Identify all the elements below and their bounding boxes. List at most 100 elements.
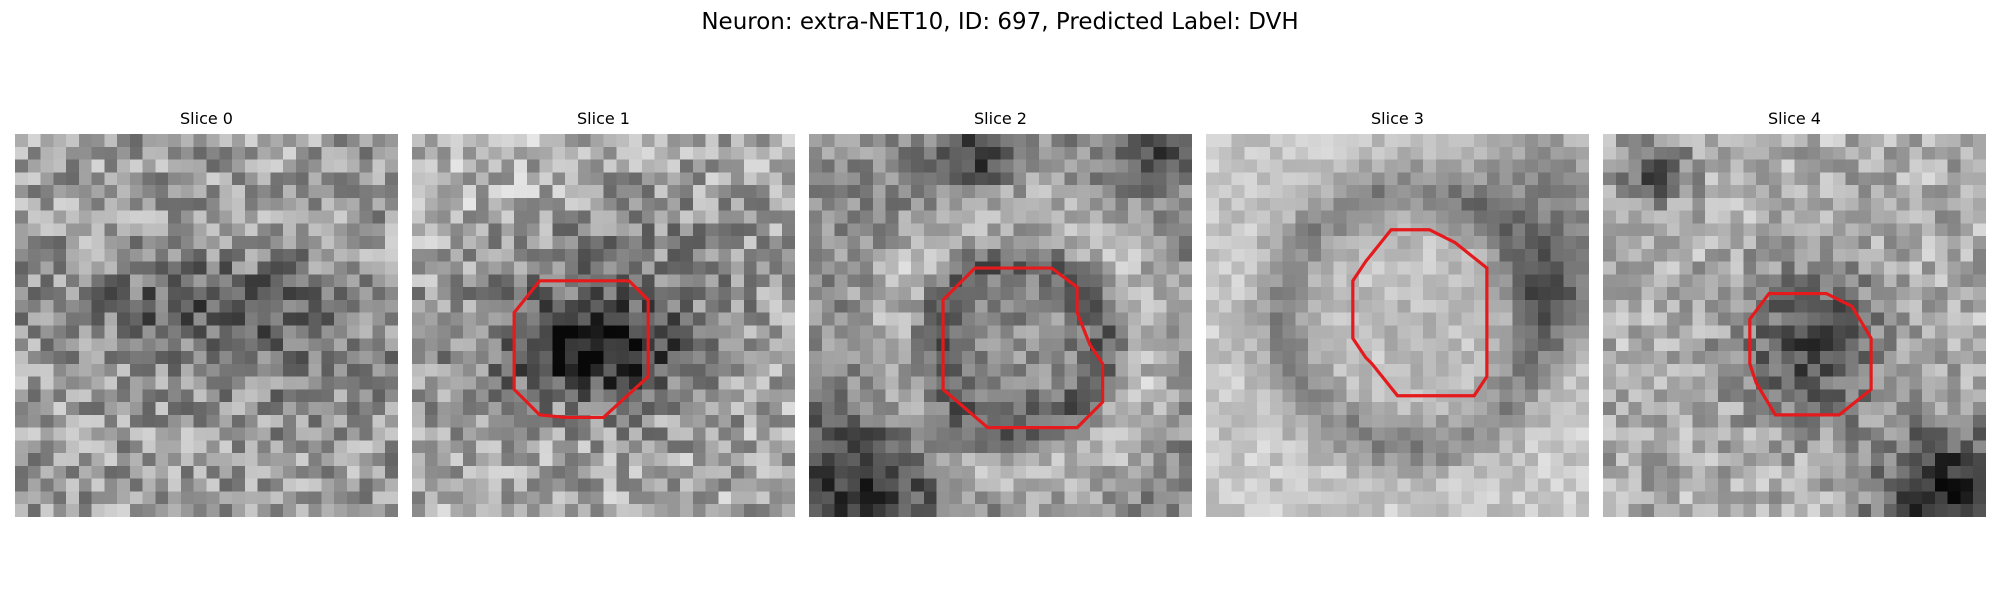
pixel — [1576, 363, 1589, 377]
pixel — [1269, 453, 1283, 467]
pixel — [1218, 351, 1232, 365]
pixel — [974, 248, 988, 262]
pixel — [1537, 402, 1551, 416]
pixel — [1832, 389, 1846, 403]
pixel — [1934, 172, 1948, 186]
pixel — [1474, 440, 1488, 454]
pixel — [680, 465, 694, 479]
pixel — [270, 172, 284, 186]
pixel — [1166, 402, 1180, 416]
pixel — [1206, 363, 1220, 377]
pixel — [641, 478, 655, 492]
pixel — [501, 185, 515, 199]
pixel — [1269, 427, 1283, 441]
pixel — [526, 351, 540, 365]
pixel — [1269, 491, 1283, 505]
pixel — [1166, 338, 1180, 352]
pixel — [219, 491, 233, 505]
pixel — [1628, 287, 1642, 301]
pixel — [1038, 312, 1052, 326]
pixel — [180, 287, 194, 301]
pixel — [1717, 236, 1731, 250]
pixel — [104, 299, 118, 313]
pixel — [193, 478, 207, 492]
pixel — [308, 236, 322, 250]
pixel — [1550, 223, 1564, 237]
pixel — [603, 197, 617, 211]
pixel — [257, 236, 271, 250]
pixel — [501, 261, 515, 275]
pixel — [1883, 414, 1897, 428]
pixel — [1206, 185, 1220, 199]
pixel — [346, 363, 360, 377]
pixel — [66, 236, 80, 250]
pixel — [1000, 274, 1014, 288]
pixel — [1960, 402, 1974, 416]
pixel — [321, 376, 335, 390]
slice-image-4 — [1603, 134, 1986, 517]
pixel — [834, 134, 848, 148]
pixel — [1269, 478, 1283, 492]
pixel — [283, 185, 297, 199]
pixel — [577, 236, 591, 250]
pixel — [987, 172, 1001, 186]
pixel — [53, 248, 67, 262]
pixel — [1628, 223, 1642, 237]
pixel — [1461, 312, 1475, 326]
pixel — [885, 440, 899, 454]
pixel — [705, 274, 719, 288]
pixel — [1947, 299, 1961, 313]
pixel — [1397, 287, 1411, 301]
pixel — [1371, 146, 1385, 160]
pixel — [385, 504, 398, 517]
pixel — [552, 287, 566, 301]
pixel — [1397, 185, 1411, 199]
pixel — [346, 172, 360, 186]
pixel — [1384, 504, 1398, 517]
pixel — [385, 236, 398, 250]
pixel — [1871, 376, 1885, 390]
pixel — [1179, 504, 1192, 517]
pixel — [1525, 236, 1539, 250]
pixel — [1474, 134, 1488, 148]
pixel — [1641, 172, 1655, 186]
pixel — [66, 427, 80, 441]
pixel — [1512, 159, 1526, 173]
pixel — [1654, 351, 1668, 365]
pixel — [539, 159, 553, 173]
pixel — [1140, 210, 1154, 224]
pixel — [731, 146, 745, 160]
pixel — [66, 465, 80, 479]
pixel — [168, 440, 182, 454]
pixel — [91, 491, 105, 505]
pixel — [488, 402, 502, 416]
pixel — [949, 312, 963, 326]
pixel — [334, 465, 348, 479]
pixel — [168, 325, 182, 339]
pixel — [603, 287, 617, 301]
pixel — [1077, 159, 1091, 173]
pixel — [334, 453, 348, 467]
pixel — [1947, 325, 1961, 339]
pixel — [206, 491, 220, 505]
pixel — [705, 172, 719, 186]
pixel — [1359, 389, 1373, 403]
pixel — [424, 312, 438, 326]
pixel — [1257, 236, 1271, 250]
pixel — [1550, 491, 1564, 505]
pixel — [346, 223, 360, 237]
pixel — [1397, 338, 1411, 352]
pixel — [1102, 414, 1116, 428]
pixel — [40, 312, 54, 326]
pixel — [78, 261, 92, 275]
pixel — [295, 312, 309, 326]
pixel — [1461, 134, 1475, 148]
pixel — [1550, 312, 1564, 326]
pixel — [1448, 312, 1462, 326]
pixel — [1077, 261, 1091, 275]
pixel — [295, 376, 309, 390]
pixel — [1282, 414, 1296, 428]
pixel — [603, 159, 617, 173]
pixel — [219, 312, 233, 326]
pixel — [809, 414, 823, 428]
